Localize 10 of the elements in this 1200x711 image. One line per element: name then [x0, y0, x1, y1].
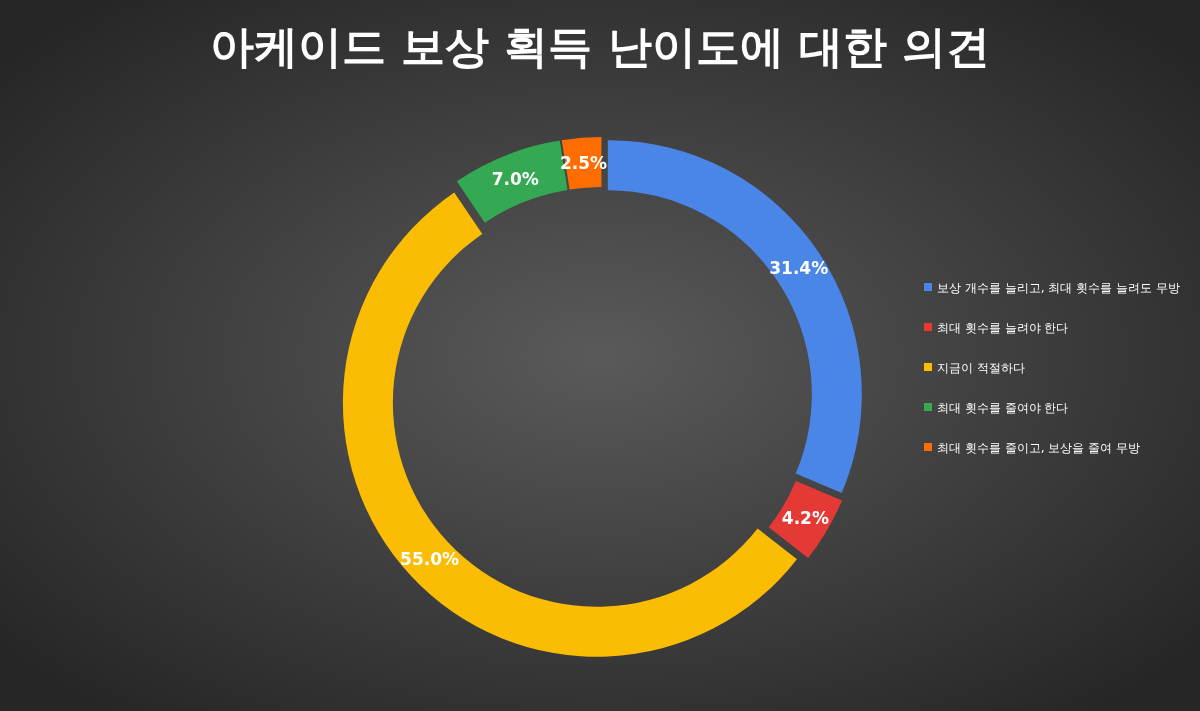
- data-label: 7.0%: [491, 168, 539, 189]
- chart-title: 아케이드 보상 획득 난이도에 대한 의견: [209, 21, 991, 72]
- legend-label: 최대 횟수를 늘려야 한다: [937, 321, 1069, 335]
- legend-label: 최대 횟수를 줄여야 한다: [937, 401, 1069, 415]
- data-label: 4.2%: [781, 507, 829, 528]
- data-label: 31.4%: [769, 257, 829, 278]
- data-label: 55.0%: [400, 549, 460, 570]
- legend-label: 보상 개수를 늘리고, 최대 횟수를 늘려도 무방: [937, 281, 1180, 295]
- legend-label: 최대 횟수를 줄이고, 보상을 줄여 무방: [937, 441, 1140, 455]
- legend-label: 지금이 적절하다: [937, 361, 1025, 375]
